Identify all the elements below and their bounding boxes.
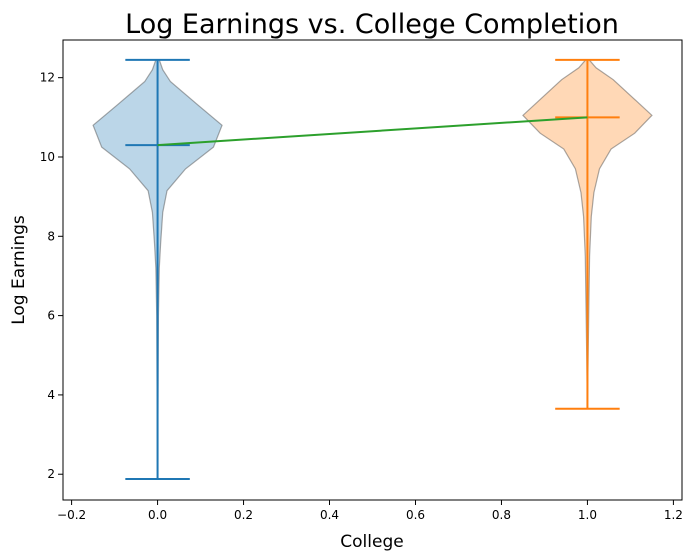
x-tick-label: 0.0 [148,508,167,522]
axes: −0.2 0.0 0.2 0.4 0.6 0.8 1.0 1.2 2 4 6 8 10 12 [40,39,683,522]
x-tick-label: 1.2 [664,508,683,522]
y-tick-label: 8 [47,229,55,243]
y-axis-label: Log Earnings [9,215,29,325]
y-tick-label: 12 [40,71,55,85]
x-tick-label: 0.6 [406,508,425,522]
plot-area [92,58,653,480]
plot-frame [62,39,683,501]
y-tick-label: 2 [47,467,55,481]
mean-connector-line [157,116,588,147]
y-tick-label: 6 [47,309,55,323]
violin-1 [522,58,653,410]
x-tick-label: 0.4 [320,508,339,522]
violin-0 [92,58,223,480]
y-tick-label: 10 [40,150,55,164]
chart-title: Log Earnings vs. College Completion [125,9,619,40]
x-tick-label: 0.2 [234,508,253,522]
x-tick-label: −0.2 [57,508,86,522]
x-tick-label: 1.0 [578,508,597,522]
x-tick-label: 0.8 [492,508,511,522]
x-axis-label: College [340,532,403,552]
y-tick-label: 4 [47,388,55,402]
